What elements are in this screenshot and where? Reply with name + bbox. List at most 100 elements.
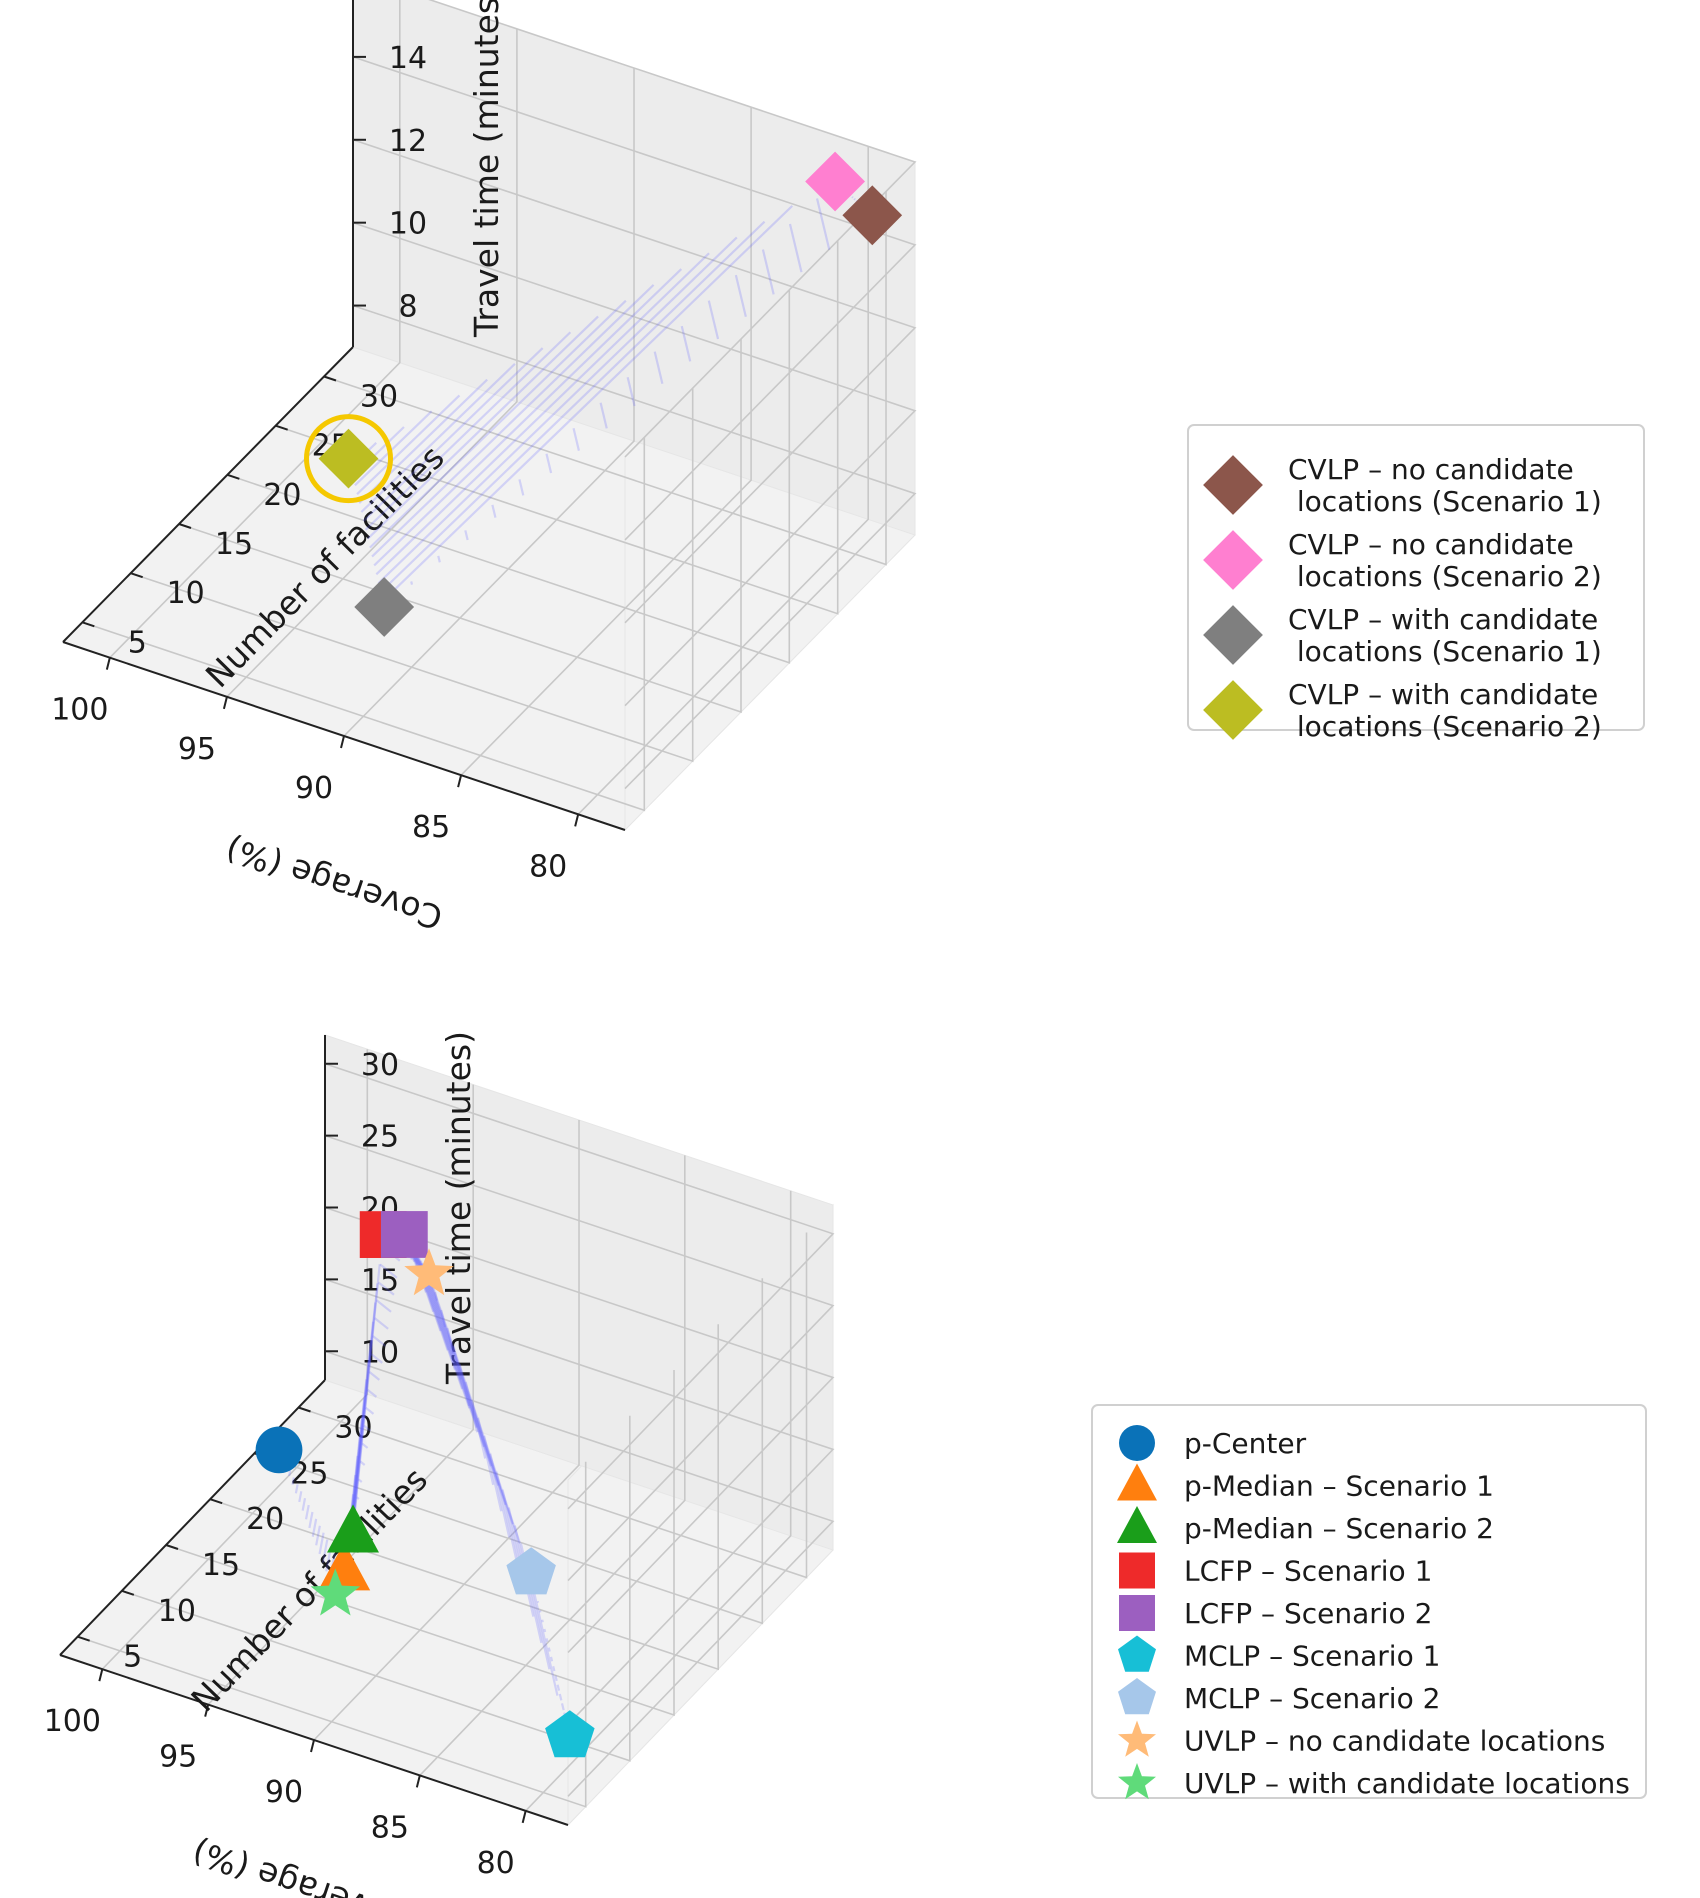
surface-strand xyxy=(426,1272,522,1544)
surface-strand xyxy=(560,1703,565,1711)
gridline-z xyxy=(324,1206,835,1654)
y-axis-line xyxy=(62,346,354,643)
legend-entry-line: UVLP – with candidate locations xyxy=(1184,1767,1630,1800)
z-tick-label: 15 xyxy=(361,1263,399,1298)
surface-strand xyxy=(375,1299,392,1313)
x-tick xyxy=(457,774,463,788)
data-point-pentagon xyxy=(545,1710,595,1758)
y-tick xyxy=(298,1406,311,1413)
legend-entry-line: CVLP – no candidate xyxy=(1288,453,1574,486)
gridline-y xyxy=(209,1324,720,1671)
y-axis-line xyxy=(59,1379,326,1656)
surface-strand xyxy=(298,1491,303,1503)
y-tick-label: 30 xyxy=(334,1411,372,1446)
surface-strand xyxy=(518,479,525,496)
gridline-x xyxy=(109,0,401,659)
x-tick xyxy=(204,1704,210,1717)
y-tick-label: 30 xyxy=(360,380,398,415)
surface-strand xyxy=(489,1453,511,1538)
x-tick-label: 85 xyxy=(412,810,450,845)
surface-strand xyxy=(549,1656,554,1662)
surface-strand xyxy=(373,268,683,567)
surface-strand xyxy=(356,394,461,496)
x-tick-label: 90 xyxy=(265,1775,303,1810)
x-tick-label: 80 xyxy=(529,849,567,884)
surface-strand xyxy=(370,1353,383,1364)
surface-strand xyxy=(315,1525,321,1546)
data-point-circle xyxy=(255,1426,303,1474)
surface-strand xyxy=(464,530,469,541)
x-axis-title: Coverage (%) xyxy=(221,829,447,938)
data-point-triangle xyxy=(318,1542,371,1591)
surface-strand xyxy=(554,1675,558,1682)
surface-strand xyxy=(361,1442,369,1449)
legend-entry-line: CVLP – with candidate xyxy=(1288,678,1598,711)
data-point-diamond xyxy=(318,428,379,489)
surface-strand xyxy=(424,1267,507,1506)
legend-entry-label: UVLP – no candidate locations xyxy=(1184,1725,1605,1758)
gridline-z xyxy=(324,1134,835,1582)
surface-strand xyxy=(363,1424,372,1432)
surface-strand xyxy=(349,1321,375,1542)
surface-strand xyxy=(351,1283,379,1537)
x-tick xyxy=(415,1775,421,1788)
surface-strand xyxy=(422,1265,500,1486)
data-point-star xyxy=(310,1568,361,1616)
x-tick-label: 90 xyxy=(295,771,333,806)
surface-strand xyxy=(294,1484,299,1494)
legend-entry-label: MCLP – Scenario 1 xyxy=(1184,1640,1440,1673)
legend-marker-diamond xyxy=(1203,455,1263,515)
gridline-y xyxy=(178,339,742,714)
y-tick xyxy=(323,375,337,382)
x-tick-label: 100 xyxy=(44,1704,101,1739)
z-tick-label: 10 xyxy=(389,207,427,242)
gridlines xyxy=(82,0,917,815)
surface-strand xyxy=(369,299,627,549)
x-tick-label: 95 xyxy=(159,1740,197,1775)
surface-strand xyxy=(357,1478,363,1483)
x-tick xyxy=(574,814,580,827)
gridline-z xyxy=(324,1063,835,1510)
gridline-y xyxy=(130,388,694,763)
gridline-x xyxy=(101,1049,369,1670)
surface-strand xyxy=(545,1638,549,1643)
surface-strand xyxy=(375,252,710,576)
surface-strand xyxy=(545,453,553,474)
surface-strand xyxy=(680,325,692,362)
gridline-y xyxy=(227,289,791,664)
z-axis-title: Travel time (minutes) xyxy=(439,1031,478,1385)
surface-strand xyxy=(437,555,441,563)
legend-entry-line: UVLP – no candidate locations xyxy=(1184,1725,1605,1758)
surface-strand xyxy=(372,1335,386,1347)
legend-entry-line: CVLP – with candidate xyxy=(1288,603,1598,636)
surface-strand xyxy=(371,284,655,558)
surface-strand xyxy=(366,315,599,540)
y-tick xyxy=(209,1498,223,1505)
data-point-square xyxy=(380,1211,428,1258)
surface-strand xyxy=(364,331,572,531)
x-tick-label: 80 xyxy=(477,1846,515,1881)
surface-strand xyxy=(379,220,766,593)
z-tick-label: 12 xyxy=(389,124,427,159)
surface-strand xyxy=(381,205,794,602)
surface-strand xyxy=(311,1518,318,1537)
surface-strand xyxy=(446,1327,455,1354)
legend-entry-line: locations (Scenario 2) xyxy=(1288,560,1602,593)
gridline-x xyxy=(207,1084,475,1706)
gridline-z xyxy=(428,0,917,458)
surface-strand xyxy=(366,1388,378,1398)
surface-strand xyxy=(318,1532,325,1555)
surface-strand xyxy=(491,504,497,518)
y-tick-label: 15 xyxy=(202,1548,240,1583)
gridline-y xyxy=(298,1232,808,1579)
y-tick xyxy=(77,1635,90,1642)
data-point-diamond xyxy=(354,577,415,637)
data-point-diamond xyxy=(805,151,865,212)
data-point-pentagon xyxy=(506,1547,556,1595)
surface-strand xyxy=(541,1619,544,1623)
x-tick-label: 95 xyxy=(178,732,216,767)
legend-entry-line: MCLP – Scenario 2 xyxy=(1184,1682,1440,1715)
legend-entry-line: p-Median – Scenario 1 xyxy=(1184,1470,1494,1503)
gridline-z xyxy=(324,1350,835,1797)
